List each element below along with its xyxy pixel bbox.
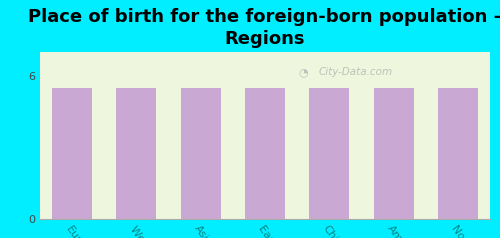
Bar: [52, 88, 92, 219]
Bar: [310, 88, 349, 219]
Bar: [374, 88, 414, 219]
Bar: [116, 88, 156, 219]
Title: Place of birth for the foreign-born population -
Regions: Place of birth for the foreign-born popu…: [28, 8, 500, 48]
Text: City-Data.com: City-Data.com: [319, 67, 393, 77]
Bar: [245, 88, 285, 219]
Text: ◔: ◔: [299, 67, 308, 77]
Bar: [438, 88, 478, 219]
Bar: [181, 88, 220, 219]
